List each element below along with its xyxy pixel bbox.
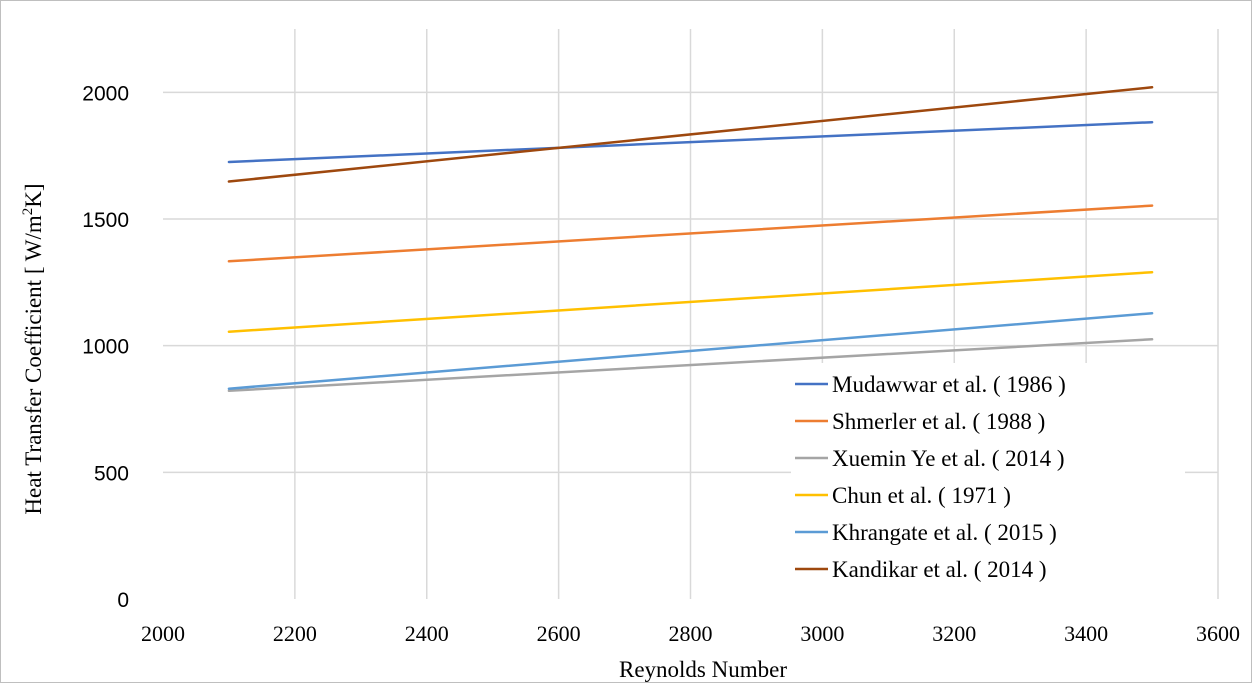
legend-label: Xuemin Ye et al. ( 2014 ) <box>832 446 1065 471</box>
x-tick-labels: 2000 2200 2400 2600 2800 3000 3200 3400 3600 <box>141 621 1240 646</box>
legend-label: Chun et al. ( 1971 ) <box>832 483 1011 508</box>
x-tick-label: 2400 <box>405 621 449 646</box>
x-tick-label: 3200 <box>932 621 976 646</box>
y-axis-title-sup: 2 <box>20 208 36 216</box>
y-tick-labels: 0 500 1000 1500 2000 <box>82 82 129 612</box>
x-tick-label: 3000 <box>800 621 844 646</box>
x-tick-label: 2000 <box>141 621 185 646</box>
legend-background <box>791 363 1185 603</box>
series-line <box>227 338 1154 393</box>
y-axis-title-tail: K] <box>21 183 46 207</box>
y-tick-label: 500 <box>94 462 129 485</box>
y-axis-title-main: Heat Transfer Coefficient [ W/m <box>21 215 46 514</box>
legend-label: Shmerler et al. ( 1988 ) <box>832 409 1045 434</box>
legend: Mudawwar et al. ( 1986 ) Shmerler et al. … <box>791 363 1185 603</box>
series-lines <box>227 86 1154 393</box>
series-line <box>227 120 1154 164</box>
legend-label: Mudawwar et al. ( 1986 ) <box>832 372 1066 397</box>
series-line <box>227 270 1154 333</box>
x-tick-label: 3400 <box>1064 621 1108 646</box>
legend-label: Khrangate et al. ( 2015 ) <box>832 520 1057 545</box>
y-axis-title: Heat Transfer Coefficient [ W/m2K] <box>20 183 46 514</box>
series-line <box>227 86 1154 183</box>
x-tick-label: 2200 <box>273 621 317 646</box>
y-tick-label: 2000 <box>82 82 129 105</box>
x-tick-label: 2600 <box>537 621 581 646</box>
y-tick-label: 1500 <box>82 209 129 232</box>
y-tick-label: 0 <box>117 589 129 612</box>
legend-label: Kandikar et al. ( 2014 ) <box>832 557 1047 582</box>
y-tick-label: 1000 <box>82 336 129 359</box>
x-tick-label: 3600 <box>1196 621 1240 646</box>
x-axis-title: Reynolds Number <box>619 657 787 682</box>
series-line <box>227 204 1154 263</box>
series-line <box>227 311 1154 390</box>
x-tick-label: 2800 <box>669 621 713 646</box>
